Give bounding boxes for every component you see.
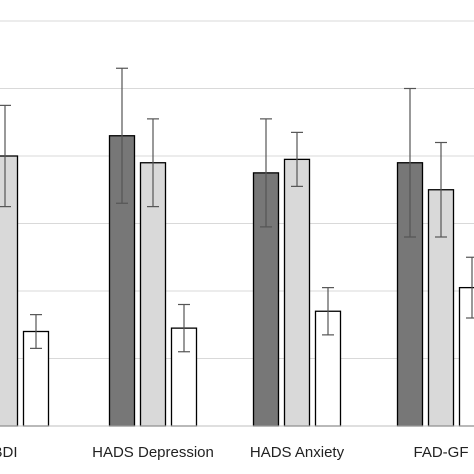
error-bar-series2-3 <box>291 131 303 187</box>
bars <box>0 135 474 427</box>
category-label-hads-depression: HADS Depression <box>92 444 214 461</box>
category-label-hads-anxiety: HADS Anxiety <box>250 444 345 461</box>
error-bar-series2-4 <box>435 141 447 238</box>
error-bar-series3-4 <box>466 256 474 319</box>
error-bar-series3-1 <box>30 314 42 349</box>
error-bar-series1-2 <box>116 67 128 204</box>
error-bar-series2-1 <box>0 104 11 208</box>
bar-series2-hads-anxiety <box>283 158 311 427</box>
error-bar-series3-3 <box>322 287 334 336</box>
error-bar-series1-3 <box>260 118 272 228</box>
error-bar-series3-2 <box>178 303 190 353</box>
category-label-bdi: BDI <box>0 444 18 461</box>
error-bars <box>0 67 474 353</box>
gridlines <box>0 20 474 359</box>
error-bar-series2-2 <box>147 118 159 208</box>
category-label-fad-gf: FAD-GF <box>414 444 469 461</box>
bar-series2-bdi <box>0 155 19 427</box>
category-labels: BDI HADS Depression HADS Anxiety FAD-GF <box>0 444 469 461</box>
error-bar-series1-4 <box>404 87 416 238</box>
